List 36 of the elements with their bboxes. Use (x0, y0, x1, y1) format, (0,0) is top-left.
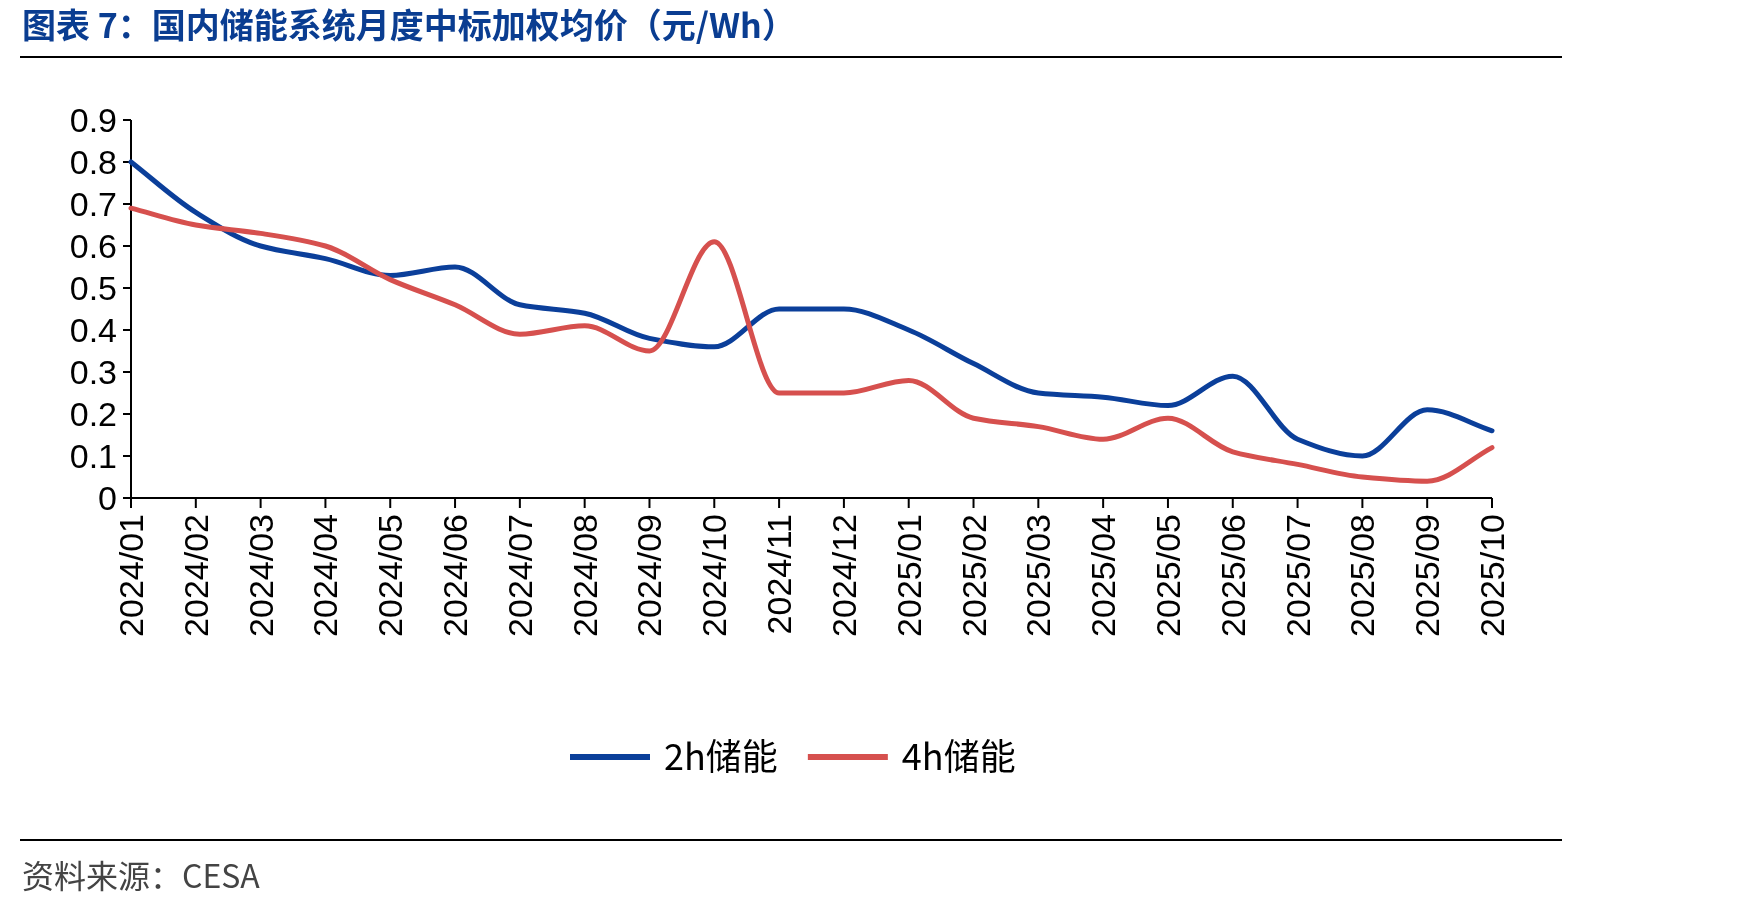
y-tick-label: 0.2 (69, 395, 117, 433)
y-tick-label: 0.8 (69, 143, 117, 181)
x-tick-label: 2025/08 (1343, 514, 1382, 637)
y-tick-label: 0.6 (69, 227, 117, 265)
x-tick-label: 2025/03 (1019, 514, 1058, 637)
x-tick-label: 2025/10 (1473, 514, 1511, 637)
x-tick-label: 2024/05 (371, 514, 410, 637)
y-tick-label: 0.1 (69, 437, 117, 475)
x-tick-label: 2024/08 (565, 514, 604, 637)
chart-title: 图表 7：国内储能系统月度中标加权均价（元/Wh） (22, 0, 796, 48)
x-tick-label: 2024/12 (824, 514, 863, 637)
x-tick-label: 2024/03 (241, 514, 280, 637)
legend-label: 4h储能 (901, 728, 1016, 780)
x-tick-label: 2025/07 (1278, 514, 1317, 637)
x-tick-label: 2025/02 (954, 514, 993, 637)
x-tick-label: 2024/09 (630, 514, 669, 637)
x-tick-label: 2025/05 (1148, 514, 1187, 637)
x-tick-label: 2024/06 (436, 514, 475, 637)
x-tick-label: 2025/06 (1213, 514, 1252, 637)
x-tick-label: 2025/04 (1084, 514, 1123, 637)
y-tick-label: 0 (98, 479, 117, 517)
x-tick-label: 2024/11 (760, 514, 799, 635)
x-tick-label: 2024/02 (176, 514, 215, 637)
y-tick-label: 0.3 (69, 353, 117, 391)
x-tick-label: 2025/09 (1408, 514, 1447, 637)
y-tick-label: 0.5 (69, 269, 117, 307)
y-tick-label: 0.9 (69, 101, 117, 139)
x-tick-label: 2025/01 (889, 514, 928, 637)
x-tick-label: 2024/07 (500, 514, 539, 637)
y-tick-label: 0.7 (69, 185, 117, 223)
x-tick-label: 2024/04 (306, 514, 345, 637)
text: 资料来源：CESA (22, 851, 261, 897)
y-tick-label: 0.4 (69, 311, 117, 349)
x-tick-label: 2024/01 (112, 514, 150, 637)
legend-label: 2h储能 (664, 728, 778, 780)
x-tick-label: 2024/10 (695, 514, 734, 637)
